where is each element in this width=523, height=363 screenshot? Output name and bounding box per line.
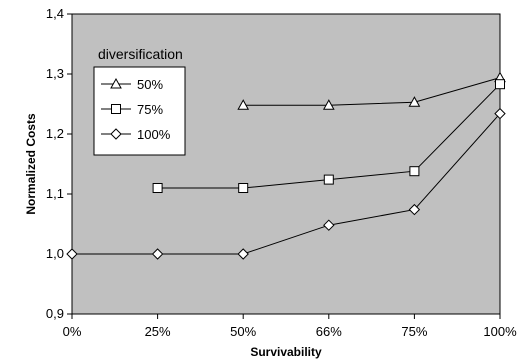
data-point [495, 79, 505, 90]
data-point [408, 203, 421, 216]
data-point [408, 96, 421, 107]
legend-label: 100% [137, 127, 171, 142]
y-tick-label: 0,9 [46, 306, 64, 321]
data-point [152, 183, 163, 193]
legend-marker [111, 104, 121, 114]
data-point [323, 174, 334, 185]
x-tick-label: 66% [316, 324, 342, 339]
series-diamond [66, 107, 506, 260]
data-point [494, 107, 506, 120]
y-axis: 0,9 1,0 1,1 1,2 1,3 1,4 [46, 6, 72, 321]
legend-entry: 75% [101, 102, 163, 117]
plot-area [71, 13, 501, 315]
x-tick-label: 100% [483, 324, 517, 339]
data-point [237, 248, 249, 260]
legend-label: 75% [137, 102, 163, 117]
series-triangle [237, 71, 506, 110]
legend: 50% 75% 100% [93, 66, 186, 156]
data-point [151, 248, 164, 260]
y-tick-label: 1,4 [46, 6, 64, 21]
data-point [66, 248, 78, 260]
legend-label: 50% [137, 77, 163, 92]
x-tick-label: 50% [230, 324, 256, 339]
data-point [409, 166, 420, 177]
data-point [323, 219, 335, 231]
y-tick-label: 1,1 [46, 186, 64, 201]
series-line [243, 77, 501, 106]
data-point [237, 99, 250, 110]
legend-title: diversification [98, 46, 183, 62]
data-point [322, 99, 335, 110]
x-tick-label: 75% [401, 324, 427, 339]
x-tick-label: 25% [145, 324, 171, 339]
y-tick-label: 1,0 [46, 246, 64, 261]
legend-entry: 50% [101, 77, 163, 92]
series-layer [66, 71, 506, 260]
x-axis-title: Survivability [250, 345, 322, 359]
x-axis: 0% 25% 50% 66% 75% 100% [63, 314, 517, 339]
legend-marker [110, 128, 122, 140]
legend-box [93, 66, 186, 156]
legend-entry: 100% [101, 127, 171, 142]
series-line [72, 113, 501, 255]
data-point [238, 183, 249, 193]
legend-marker [110, 77, 122, 89]
series-square [152, 79, 505, 193]
x-tick-label: 0% [63, 324, 82, 339]
y-axis-title: Normalized Costs [24, 113, 38, 215]
y-tick-label: 1,2 [46, 126, 64, 141]
y-tick-label: 1,3 [46, 66, 64, 81]
